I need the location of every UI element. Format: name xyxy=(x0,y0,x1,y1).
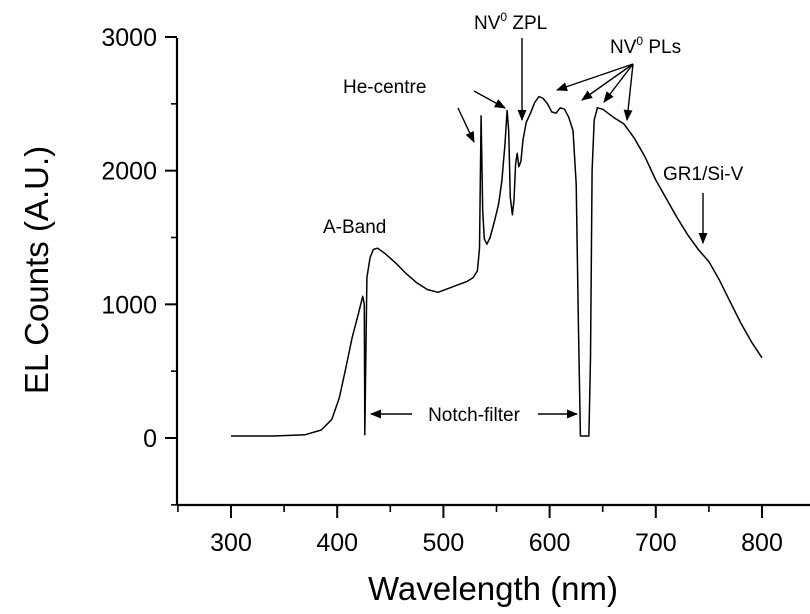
arrow-nv0-pls-1 xyxy=(555,63,634,91)
arrow-nv0-pls-3 xyxy=(603,63,634,103)
annotation-nv0-zpl: NV0 ZPL xyxy=(474,10,547,34)
x-tick-label-400: 400 xyxy=(316,529,358,557)
annotation-nv0-zpl-sup: 0 xyxy=(500,10,507,24)
series-line-el-spectrum xyxy=(231,95,763,437)
y-tick-label-3000: 3000 xyxy=(101,24,157,52)
arrow-nv0-pls-2 xyxy=(581,63,634,101)
x-tick-label-600: 600 xyxy=(529,529,571,557)
y-tick-label-0: 0 xyxy=(143,425,157,453)
y-tick-label-1000: 1000 xyxy=(101,291,157,319)
annotation-nv0-pls-rest: PLs xyxy=(643,37,681,58)
annotation-nv0-zpl-rest: ZPL xyxy=(507,13,547,34)
x-tick-label-700: 700 xyxy=(635,529,677,557)
x-tick-label-300: 300 xyxy=(210,529,252,557)
y-ticks: 0 1000 2000 3000 xyxy=(101,24,177,506)
annotation-he-centre: He-centre xyxy=(343,77,426,98)
annotation-notch-filter: Notch-filter xyxy=(428,405,521,426)
annotation-gr1-si-v: GR1/Si-V xyxy=(663,164,744,185)
annotation-nv0-pls: NV0 PLs xyxy=(610,34,681,58)
arrow-nv0-pls-4 xyxy=(623,63,634,122)
x-axis-label: Wavelength (nm) xyxy=(368,570,618,607)
x-tick-label-800: 800 xyxy=(741,529,783,557)
y-axis-label: EL Counts (A.U.) xyxy=(18,146,55,394)
x-ticks: 300 400 500 600 700 800 xyxy=(177,505,783,557)
arrow-he-centre-2 xyxy=(473,90,506,109)
y-tick-label-2000: 2000 xyxy=(101,158,157,186)
annotation-nv0-pls-sup: 0 xyxy=(636,34,643,48)
annotation-nv0-pls-main: NV xyxy=(610,37,637,58)
annotation-nv0-zpl-main: NV xyxy=(474,13,501,34)
arrow-he-centre-1 xyxy=(457,107,475,144)
annotation-a-band: A-Band xyxy=(323,217,386,238)
x-tick-label-500: 500 xyxy=(423,529,465,557)
